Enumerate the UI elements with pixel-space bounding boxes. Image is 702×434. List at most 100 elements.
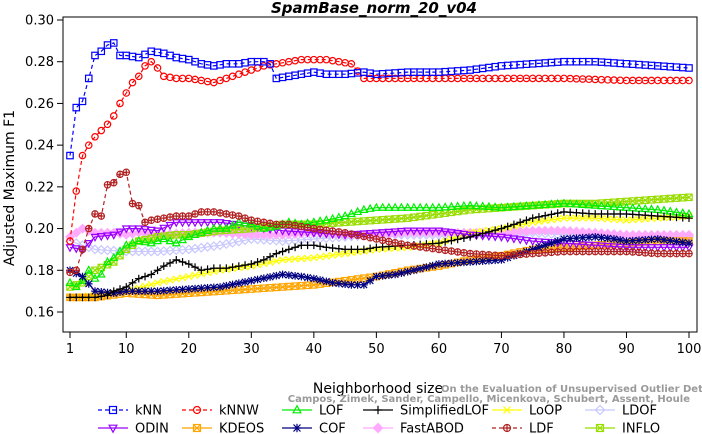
data-point-odin <box>371 229 381 238</box>
data-point-odin <box>396 227 406 237</box>
data-point-odin <box>221 219 231 229</box>
data-point-kdeos-stroke <box>235 286 243 294</box>
data-point-cof <box>178 285 187 294</box>
legend-label-odin: ODIN <box>135 422 169 434</box>
data-point-cof <box>547 239 556 247</box>
data-point-odin <box>121 225 131 234</box>
data-point-odin <box>628 244 638 253</box>
data-point-lof <box>353 206 363 216</box>
data-point-knnw <box>347 59 356 68</box>
data-point-cof <box>460 258 468 266</box>
legend: kNN kNNW LOF SimplifiedLOF LoOP LDOF ODIN KDEOS… <box>98 404 660 434</box>
x-tick-label: 70 <box>493 342 510 357</box>
data-point-loop <box>335 250 343 259</box>
data-point-knn <box>66 151 74 160</box>
data-point-cof <box>216 283 224 291</box>
data-point-odin <box>384 228 394 237</box>
data-point-knn <box>84 74 93 83</box>
watermark-line-2: Campos, Zimek, Sander, Campello, Micenko… <box>288 394 690 405</box>
data-point-lof <box>378 202 388 211</box>
data-point-lof <box>459 200 469 210</box>
data-point-cof <box>566 234 574 243</box>
data-point-inflo-stroke <box>666 194 674 203</box>
data-point-lof <box>440 202 450 211</box>
legend-marker-knnw <box>192 405 202 415</box>
data-point-odin <box>421 227 431 236</box>
data-point-cof <box>341 280 349 288</box>
data-point-cof <box>666 237 674 245</box>
data-point-cof <box>422 263 431 271</box>
legend-label-knnw: kNNW <box>219 404 259 419</box>
data-point-inflo-stroke <box>366 217 374 225</box>
data-point-loop <box>572 214 581 222</box>
data-point-lof <box>534 200 544 209</box>
data-point-inflo-stroke <box>679 194 687 202</box>
x-axis-label: Neighborhood size <box>313 381 443 397</box>
data-point-knnw <box>103 120 112 129</box>
data-point-odin <box>159 224 169 233</box>
data-point-kdeos-stroke <box>303 281 312 289</box>
data-point-lof <box>471 200 481 210</box>
data-point-cof <box>185 285 193 293</box>
data-point-loop <box>178 274 187 282</box>
data-point-cof <box>404 268 412 276</box>
data-point-odin <box>184 219 194 228</box>
data-point-odin <box>640 244 650 253</box>
watermark-line-1: On the Evaluation of Unsupervised Outlie… <box>441 384 702 395</box>
data-point-kdeos-stroke <box>353 275 362 283</box>
data-point-cof <box>78 272 87 281</box>
data-point-kdeos-stroke <box>278 283 287 291</box>
data-point-odin <box>596 242 606 251</box>
legend-marker-knn <box>108 405 118 415</box>
data-point-cof <box>541 241 549 249</box>
legend-label-ldof: LDOF <box>622 404 657 419</box>
data-point-cof <box>303 273 312 282</box>
data-point-cof <box>353 281 362 289</box>
data-point-cof <box>672 237 681 246</box>
data-point-cof <box>466 258 474 266</box>
data-point-kdeos-stroke <box>247 285 255 293</box>
data-point-lof <box>271 221 281 230</box>
data-point-lof <box>334 212 344 221</box>
data-point-lof <box>478 201 488 210</box>
data-point-odin <box>90 233 100 242</box>
data-point-odin <box>528 237 538 247</box>
data-point-ldf <box>109 178 118 187</box>
data-point-cof <box>635 236 643 244</box>
data-point-kdeos-stroke <box>310 281 318 289</box>
data-point-odin <box>428 227 438 236</box>
data-point-cof <box>128 287 137 295</box>
data-point-cof <box>297 272 305 281</box>
data-point-cof <box>454 259 462 267</box>
x-tick-label: 1 <box>66 342 74 357</box>
data-point-lof <box>153 236 163 245</box>
legend-marker-kdeos-stroke <box>193 424 201 432</box>
x-tick-label: 80 <box>556 342 573 357</box>
data-point-cof <box>435 260 443 268</box>
data-point-cof <box>85 280 93 288</box>
data-point-lof <box>609 201 619 211</box>
data-point-lof <box>228 220 238 229</box>
data-point-knn <box>91 51 99 60</box>
data-point-lof <box>253 221 263 230</box>
data-point-ldof <box>265 235 276 246</box>
data-point-loop <box>541 217 549 225</box>
data-point-ldof <box>246 233 257 245</box>
data-point-odin <box>146 226 156 236</box>
data-point-cof <box>191 285 199 293</box>
data-point-loop <box>166 276 174 284</box>
data-point-cof <box>554 237 562 245</box>
data-point-cof <box>485 257 493 265</box>
data-point-lof <box>159 233 169 243</box>
data-point-cof <box>429 261 437 270</box>
data-point-inflo-stroke <box>616 198 624 206</box>
data-point-inflo-stroke <box>647 196 656 204</box>
y-tick-label: 0.16 <box>25 306 54 321</box>
data-point-inflo-stroke <box>572 199 581 208</box>
legend-label-kdeos: KDEOS <box>219 422 264 434</box>
data-point-inflo-stroke <box>641 196 649 204</box>
data-point-knn <box>166 51 174 60</box>
data-point-inflo-stroke <box>429 211 437 219</box>
legend-marker-fastabod <box>372 422 384 434</box>
data-point-cof <box>135 287 143 295</box>
